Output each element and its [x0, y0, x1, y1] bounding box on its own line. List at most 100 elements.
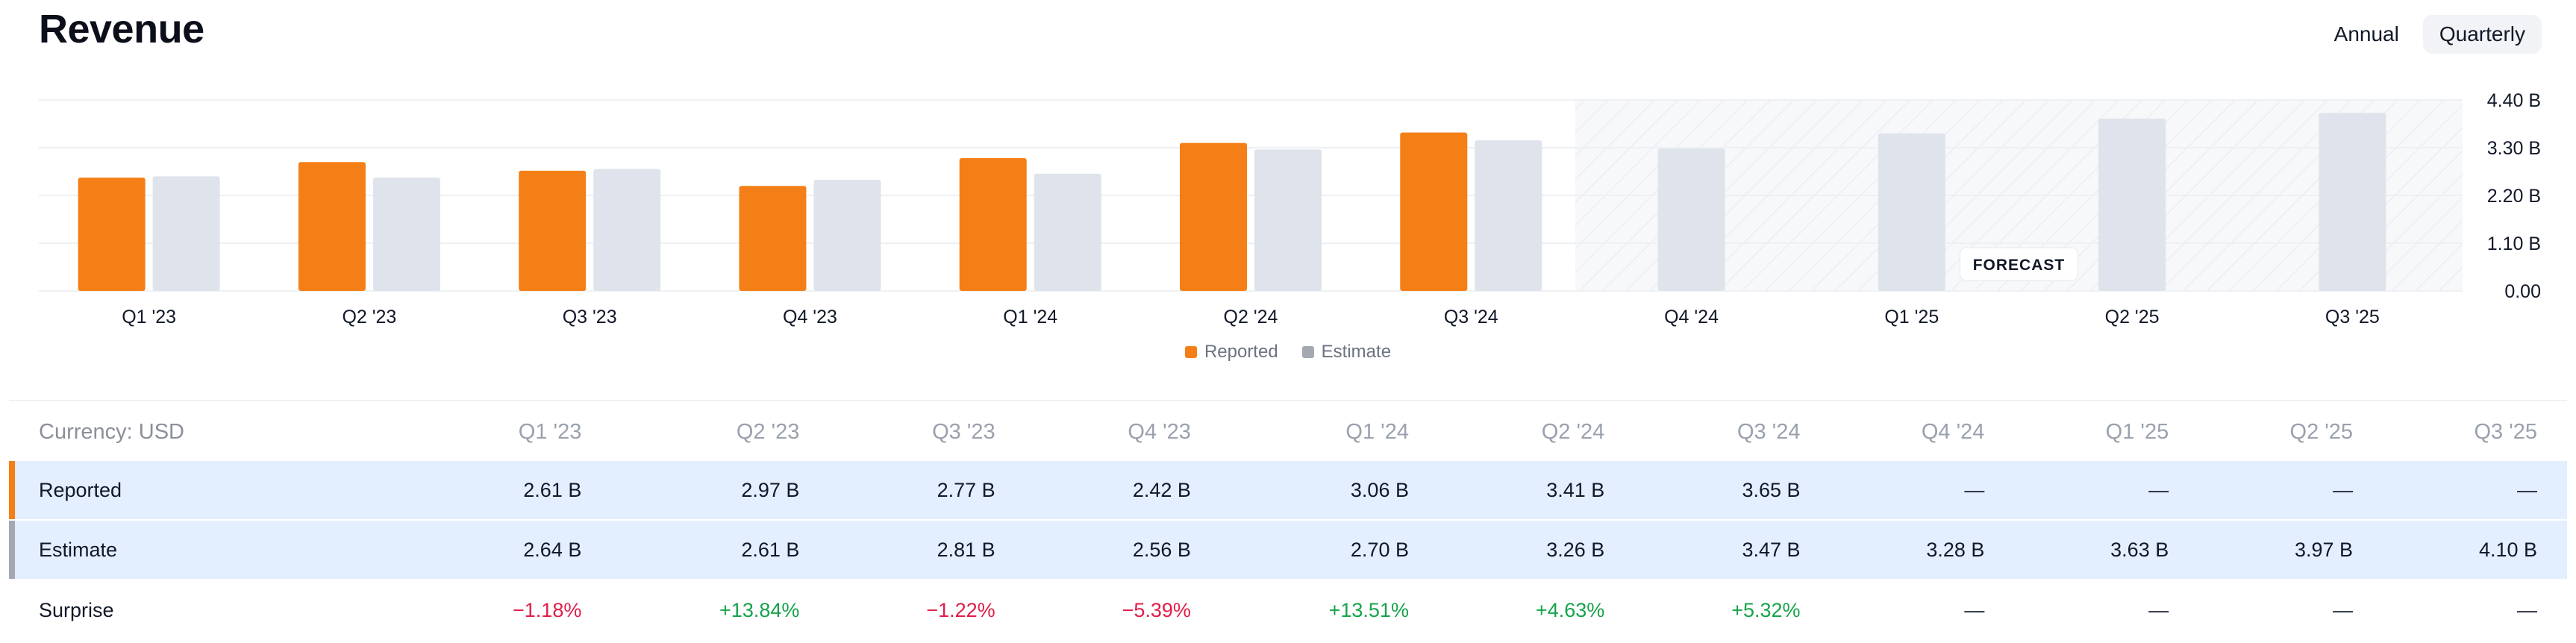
table-cell: —: [2383, 461, 2567, 521]
table-cell: 3.41 B: [1438, 461, 1635, 521]
table-cell: 3.97 B: [2198, 521, 2383, 580]
page-title: Revenue: [39, 7, 204, 51]
period-toggle: Annual Quarterly: [2318, 15, 2542, 54]
bar-estimate[interactable]: [1878, 133, 1945, 291]
y-tick-label: 0.00: [2504, 281, 2541, 302]
x-tick-label: Q2 '25: [2105, 307, 2160, 327]
y-tick-label: 1.10 B: [2487, 233, 2541, 254]
column-header: Q4 '23: [1128, 419, 1191, 444]
column-header: Q2 '25: [2289, 419, 2354, 444]
table-cell: 2.97 B: [611, 461, 830, 521]
row-color-marker: [9, 461, 15, 519]
x-tick-label: Q3 '25: [2325, 307, 2380, 327]
table-cell: 3.06 B: [1220, 461, 1439, 521]
table-cell: 3.63 B: [2014, 521, 2199, 580]
row-label-text: Reported: [39, 478, 122, 501]
bar-estimate[interactable]: [813, 180, 881, 291]
row-label-text: Estimate: [39, 538, 118, 561]
forecast-label: FORECAST: [1973, 257, 2066, 274]
bar-estimate[interactable]: [2098, 119, 2166, 291]
table-cell: 4.10 B: [2383, 521, 2567, 580]
table-cell: 3.28 B: [1830, 521, 2015, 580]
bar-reported[interactable]: [298, 162, 366, 291]
table-cell: +4.63%: [1535, 598, 1605, 621]
table-row-reported[interactable]: Reported 2.61 B 2.97 B 2.77 B 2.42 B 3.06 B 3.…: [9, 461, 2567, 521]
y-tick-label: 3.30 B: [2487, 138, 2541, 159]
table-cell: −5.39%: [1122, 598, 1191, 621]
x-tick-label: Q3 '24: [1444, 307, 1498, 327]
bar-estimate[interactable]: [1034, 173, 1101, 291]
table-cell: −1.18%: [513, 598, 582, 621]
revenue-bar-chart: 4.40 B 3.30 B 2.20 B 1.10 B 0.00 Q1 '23 Q2 '2…: [39, 90, 2541, 327]
row-color-marker: [9, 521, 15, 579]
table-cell: 2.61 B: [611, 521, 830, 580]
table-cell: —: [1964, 598, 1985, 621]
column-header: Q1 '24: [1345, 419, 1409, 444]
bar-estimate[interactable]: [1254, 149, 1322, 291]
column-header: Q2 '24: [1541, 419, 1605, 444]
table-cell: —: [2517, 598, 2537, 621]
bar-reported[interactable]: [519, 170, 587, 291]
x-tick-label: Q2 '23: [342, 307, 396, 327]
bar-reported[interactable]: [739, 186, 807, 291]
x-tick-label: Q1 '23: [122, 307, 176, 327]
annual-tab[interactable]: Annual: [2333, 22, 2399, 46]
table-cell: 2.42 B: [1025, 461, 1221, 521]
legend-label-estimate: Estimate: [1321, 342, 1392, 362]
table-row-surprise[interactable]: Surprise −1.18% +13.84% −1.22% −5.39% +13.51%…: [9, 580, 2567, 640]
bar-estimate[interactable]: [2319, 113, 2386, 291]
x-tick-label: Q4 '24: [1664, 307, 1719, 327]
table-row-estimate[interactable]: Estimate 2.64 B 2.61 B 2.81 B 2.56 B 2.70 B 3.…: [9, 521, 2567, 580]
forecast-badge: [1959, 247, 2079, 281]
table-cell: 2.64 B: [416, 521, 612, 580]
currency-label: Currency: USD: [39, 419, 184, 444]
bar-reported[interactable]: [959, 157, 1027, 291]
chart-legend: Reported Estimate: [0, 342, 2576, 363]
table-cell: 3.65 B: [1634, 461, 1831, 521]
revenue-table: Currency: USD Q1 '23 Q2 '23 Q3 '23 Q4 '23 Q1…: [9, 403, 2567, 640]
column-header: Q2 '23: [736, 419, 800, 444]
legend-label-reported: Reported: [1204, 342, 1278, 362]
bar-reported[interactable]: [1400, 132, 1468, 291]
column-header: Q3 '25: [2474, 419, 2537, 444]
row-label: Reported: [9, 461, 416, 521]
table-cell: —: [1830, 461, 2015, 521]
table-cell: 2.70 B: [1220, 521, 1439, 580]
table-cell: —: [2148, 598, 2169, 621]
x-tick-label: Q1 '25: [1884, 307, 1939, 327]
legend-swatch-estimate: [1301, 346, 1314, 358]
row-label: Surprise: [9, 580, 416, 640]
legend-swatch-reported: [1184, 346, 1197, 358]
table-cell: 2.61 B: [416, 461, 612, 521]
bar-estimate[interactable]: [152, 176, 220, 291]
bar-estimate[interactable]: [1657, 148, 1725, 291]
table-cell: 2.81 B: [829, 521, 1025, 580]
bar-estimate[interactable]: [1475, 140, 1542, 291]
column-header: Q3 '24: [1736, 419, 1801, 444]
row-label: Estimate: [9, 521, 416, 580]
x-tick-label: Q3 '23: [563, 307, 617, 327]
row-label-text: Surprise: [39, 598, 114, 621]
column-header: Q1 '23: [518, 419, 582, 444]
table-cell: —: [2333, 598, 2354, 621]
table-cell: +13.84%: [719, 598, 800, 621]
bar-estimate[interactable]: [593, 169, 661, 291]
bar-reported[interactable]: [1180, 142, 1247, 291]
table-cell: 2.77 B: [829, 461, 1025, 521]
table-cell: +13.51%: [1328, 598, 1409, 621]
y-tick-label: 4.40 B: [2487, 90, 2541, 111]
legend-item-estimate[interactable]: Estimate: [1301, 342, 1392, 363]
bar-reported[interactable]: [78, 178, 146, 291]
section-divider: [9, 400, 2567, 401]
legend-item-reported[interactable]: Reported: [1184, 342, 1278, 363]
quarterly-tab[interactable]: Quarterly: [2422, 15, 2542, 54]
table-header-row: Currency: USD Q1 '23 Q2 '23 Q3 '23 Q4 '23 Q1…: [9, 403, 2567, 461]
table-cell: —: [2014, 461, 2199, 521]
table-cell: 3.47 B: [1634, 521, 1831, 580]
column-header: Q4 '24: [1921, 419, 1985, 444]
column-header: Q3 '23: [932, 419, 995, 444]
x-tick-label: Q4 '23: [783, 307, 837, 327]
bar-estimate[interactable]: [372, 178, 440, 291]
column-header: Q1 '25: [2105, 419, 2169, 444]
y-tick-label: 2.20 B: [2487, 186, 2541, 207]
